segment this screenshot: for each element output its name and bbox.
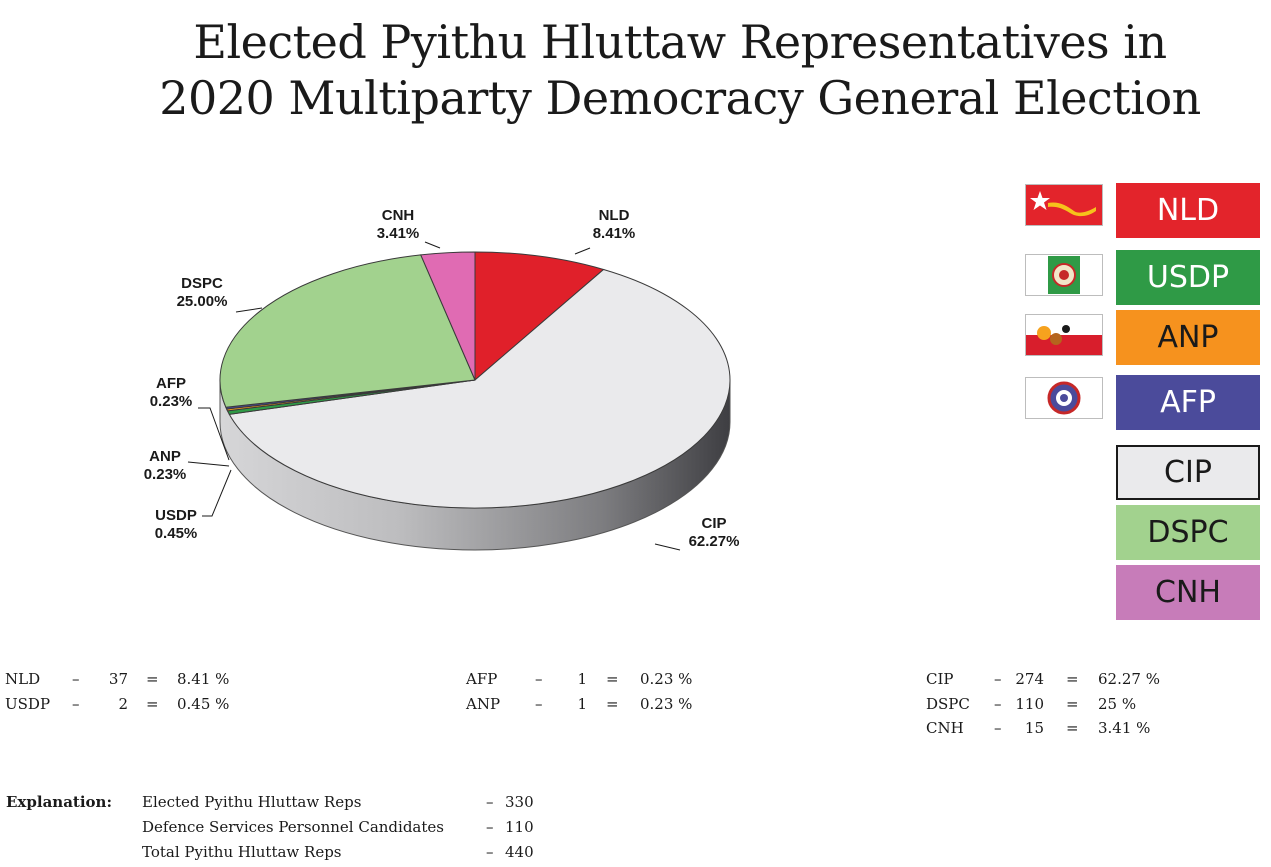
pie-slice-cnh bbox=[420, 251, 476, 381]
stat-dash: – bbox=[72, 670, 80, 688]
chart-title: Elected Pyithu Hluttaw Representatives i… bbox=[80, 14, 1271, 126]
stat-eq: = bbox=[606, 695, 619, 713]
slice-value-nld: 8.41% bbox=[593, 225, 636, 242]
stat-party: ANP bbox=[466, 695, 501, 713]
slice-label-usdp: USDP bbox=[155, 507, 197, 524]
legend-box-anp: ANP bbox=[1116, 310, 1260, 365]
stat-eq: = bbox=[606, 670, 619, 688]
slice-label-anp: ANP bbox=[149, 448, 181, 465]
slice-value-afp: 0.23% bbox=[150, 393, 193, 410]
stat-pct: 3.41 % bbox=[1098, 719, 1151, 737]
stat-eq: = bbox=[146, 670, 159, 688]
slice-label-dspc: DSPC bbox=[181, 275, 223, 292]
explanation-value: 330 bbox=[505, 793, 534, 811]
stat-eq: = bbox=[146, 695, 159, 713]
stat-pct: 25 % bbox=[1098, 695, 1137, 713]
stat-eq: = bbox=[1066, 695, 1079, 713]
explanation-dash: – bbox=[486, 843, 494, 861]
slice-value-cnh: 3.41% bbox=[377, 225, 420, 242]
leader-line-afp bbox=[198, 407, 230, 461]
afp-flag-icon bbox=[1025, 377, 1103, 419]
legend-box-afp: AFP bbox=[1116, 375, 1260, 430]
explanation-value: 440 bbox=[505, 843, 534, 861]
leader-line-usdp bbox=[202, 469, 232, 517]
stat-dash: – bbox=[535, 695, 543, 713]
leader-line-cnh bbox=[424, 241, 441, 249]
leader-line-nld bbox=[574, 247, 591, 255]
legend-box-usdp: USDP bbox=[1116, 250, 1260, 305]
pie-slice-cip bbox=[228, 268, 731, 509]
stat-count: 37 bbox=[108, 670, 128, 688]
stat-count: 274 bbox=[1015, 670, 1044, 688]
slice-value-usdp: 0.45% bbox=[155, 525, 198, 542]
stat-count: 2 bbox=[118, 695, 128, 713]
explanation-dash: – bbox=[486, 818, 494, 836]
stat-pct: 62.27 % bbox=[1098, 670, 1160, 688]
stat-party: AFP bbox=[466, 670, 498, 688]
explanation-heading: Explanation: bbox=[6, 793, 112, 811]
legend-box-nld: NLD bbox=[1116, 183, 1260, 238]
legend-box-cip: CIP bbox=[1116, 445, 1260, 500]
stat-pct: 0.23 % bbox=[640, 670, 693, 688]
stat-dash: – bbox=[994, 670, 1002, 688]
leader-line-cip bbox=[654, 543, 681, 551]
leader-line-dspc bbox=[235, 307, 263, 313]
explanation-label: Defence Services Personnel Candidates bbox=[142, 818, 444, 836]
stat-count: 110 bbox=[1015, 695, 1044, 713]
title-line-2: 2020 Multiparty Democracy General Electi… bbox=[159, 71, 1201, 125]
stat-dash: – bbox=[994, 695, 1002, 713]
pie-labels: NLD8.41%CIP62.27%USDP0.45%ANP0.23%AFP0.2… bbox=[144, 207, 740, 550]
slice-value-cip: 62.27% bbox=[689, 533, 740, 550]
stat-party: USDP bbox=[5, 695, 51, 713]
title-line-1: Elected Pyithu Hluttaw Representatives i… bbox=[193, 15, 1167, 69]
pie-chart: NLD8.41%CIP62.27%USDP0.45%ANP0.23%AFP0.2… bbox=[144, 207, 740, 551]
explanation-label: Total Pyithu Hluttaw Reps bbox=[142, 843, 342, 861]
stat-dash: – bbox=[72, 695, 80, 713]
slice-value-anp: 0.23% bbox=[144, 466, 187, 483]
stat-count: 1 bbox=[577, 670, 587, 688]
stat-dash: – bbox=[994, 719, 1002, 737]
anp-flag-icon bbox=[1025, 314, 1103, 356]
usdp-flag-icon bbox=[1025, 254, 1103, 296]
stat-pct: 0.45 % bbox=[177, 695, 230, 713]
explanation-value: 110 bbox=[505, 818, 534, 836]
nld-flag-icon bbox=[1025, 184, 1103, 226]
slice-label-cip: CIP bbox=[701, 515, 726, 532]
stat-count: 15 bbox=[1024, 719, 1044, 737]
explanation-label: Elected Pyithu Hluttaw Reps bbox=[142, 793, 362, 811]
stat-eq: = bbox=[1066, 719, 1079, 737]
stat-pct: 0.23 % bbox=[640, 695, 693, 713]
slice-label-afp: AFP bbox=[156, 375, 186, 392]
stat-party: DSPC bbox=[926, 695, 970, 713]
slice-label-cnh: CNH bbox=[382, 207, 415, 224]
slice-value-dspc: 25.00% bbox=[177, 293, 228, 310]
stat-party: NLD bbox=[5, 670, 41, 688]
stat-party: CIP bbox=[926, 670, 954, 688]
explanation-dash: – bbox=[486, 793, 494, 811]
pie-top bbox=[219, 251, 731, 509]
legend-box-cnh: CNH bbox=[1116, 565, 1260, 620]
pie-leader-lines bbox=[187, 241, 681, 551]
stat-pct: 8.41 % bbox=[177, 670, 230, 688]
leader-line-anp bbox=[187, 461, 230, 467]
slice-label-nld: NLD bbox=[599, 207, 630, 224]
pie-slice-dspc bbox=[219, 254, 476, 408]
pie-slice-nld bbox=[474, 251, 605, 382]
legend-box-dspc: DSPC bbox=[1116, 505, 1260, 560]
stat-eq: = bbox=[1066, 670, 1079, 688]
stat-dash: – bbox=[535, 670, 543, 688]
stat-count: 1 bbox=[577, 695, 587, 713]
stat-party: CNH bbox=[926, 719, 964, 737]
